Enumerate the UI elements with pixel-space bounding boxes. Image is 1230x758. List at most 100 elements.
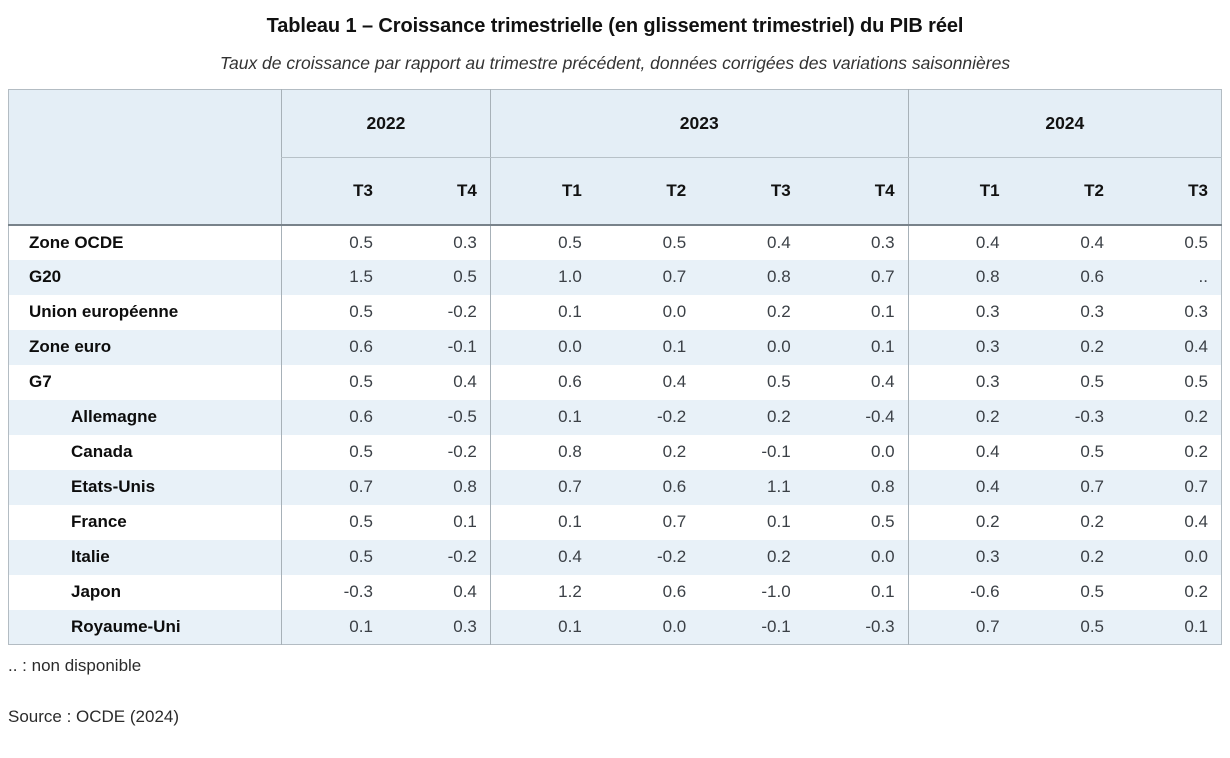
value-cell: 0.5 [280,294,386,330]
value-cell: 0.1 [662,337,687,356]
row-label: G20 [29,267,62,286]
value-cell: 0.4 [767,232,791,252]
value-cell: 0.0 [870,442,895,461]
value-cell: 0.3 [870,232,895,252]
value-cell: 0.7 [907,609,1013,645]
quarter-header-2023-T3: T3 [699,157,804,226]
value-cell: .. [1198,267,1208,286]
value-cell: 0.0 [662,302,687,321]
table-title: Tableau 1 – Croissance trimestrielle (en… [266,15,964,37]
quarter-header-2022-T3: T3 [280,157,386,226]
value-cell: -0.3 [1074,407,1104,426]
value-cell: -0.3 [280,574,386,610]
value-cell: 0.6 [662,582,687,601]
table-row: G20 1.5 0.5 1.0 0.7 0.8 0.7 0.8 0.6.. [8,259,1222,295]
value-cell: 0.5 [453,267,477,286]
footnote-non-disponible: .. : non disponible [8,656,142,675]
row-label: Italie [71,547,110,566]
table-row: Allemagne 0.6 -0.5 0.1 -0.2 0.2 -0.4 0.2 -0.3 0.2 [8,399,1222,435]
table-row: France 0.5 0.1 0.1 0.7 0.1 0.5 0.2 0.2 0.4 [8,504,1222,540]
value-cell: 0.4 [907,434,1013,470]
value-cell: 0.4 [907,469,1013,505]
value-cell: 0.0 [662,616,687,636]
table-header: 2022 2023 2024 T3 T4 T1 T2 T3 T4 T1 T2 T3 [8,89,1222,226]
value-cell: 0.8 [489,434,595,470]
value-cell: 1.1 [767,477,791,496]
value-cell: 0.7 [489,469,595,505]
value-cell: 0.5 [280,224,386,260]
value-cell: 0.7 [662,267,687,286]
value-cell: 0.4 [453,582,477,601]
row-label: Zone OCDE [29,232,124,252]
value-cell: 0.3 [1080,302,1104,321]
table-row: Zone OCDE 0.5 0.3 0.5 0.5 0.4 0.3 0.4 0.4 0.5 [8,224,1222,260]
value-cell: 0.0 [1184,547,1208,566]
row-label: Allemagne [71,407,157,426]
value-cell: 1.0 [489,259,595,295]
value-cell: 0.3 [907,364,1013,400]
corner-cell [8,89,282,226]
value-cell: -0.1 [761,616,791,636]
value-cell: 0.2 [767,407,791,426]
quarter-header-2024-T2: T2 [1012,157,1117,226]
value-cell: 0.7 [870,267,895,286]
table-row: Italie 0.5 -0.2 0.4 -0.2 0.2 0.0 0.3 0.2 0.0 [8,539,1222,575]
row-label: France [71,512,127,531]
value-cell: -0.4 [865,407,895,426]
value-cell: 0.1 [767,512,791,531]
table-row: G7 0.5 0.4 0.6 0.4 0.5 0.4 0.3 0.5 0.5 [8,364,1222,400]
value-cell: 0.5 [280,504,386,540]
table-row: Etats-Unis 0.7 0.8 0.7 0.6 1.1 0.8 0.4 0.7 0.7 [8,469,1222,505]
value-cell: 0.3 [907,329,1013,365]
value-cell: 0.2 [1184,407,1208,426]
value-cell: -0.3 [865,616,895,636]
value-cell: -0.2 [656,547,687,566]
value-cell: 0.7 [662,512,687,531]
value-cell: 0.0 [767,337,791,356]
table-row: Japon -0.3 0.4 1.2 0.6 -1.0 0.1 -0.6 0.5 0.2 [8,574,1222,610]
value-cell: 0.1 [870,582,895,601]
value-cell: 0.1 [1184,616,1208,636]
row-label: Etats-Unis [71,477,156,496]
value-cell: 0.7 [1184,477,1208,496]
value-cell: 0.2 [662,442,687,461]
value-cell: 0.6 [489,364,595,400]
year-header-2022: 2022 [281,89,491,158]
value-cell: 0.6 [280,399,386,435]
value-cell: 0.5 [1080,442,1104,461]
value-cell: 0.2 [767,302,791,321]
value-cell: 0.4 [1080,232,1104,252]
value-cell: -0.2 [447,547,477,566]
value-cell: 0.3 [1184,302,1208,321]
quarter-header-2023-T1: T1 [489,157,595,226]
year-header-2023: 2023 [489,89,909,158]
value-cell: 0.0 [489,329,595,365]
quarter-header-row: T3 T4 T1 T2 T3 T4 T1 T2 T3 [9,157,1222,226]
value-cell: 0.8 [767,267,791,286]
quarter-header-2022-T4: T4 [385,157,491,226]
value-cell: 0.2 [1080,512,1104,531]
value-cell: 0.5 [1184,372,1208,391]
value-cell: -0.5 [447,407,477,426]
value-cell: -0.1 [447,337,477,356]
value-cell: 0.1 [489,399,595,435]
gdp-growth-table: 2022 2023 2024 T3 T4 T1 T2 T3 T4 T1 T2 T3 Zone OCDE… [8,89,1222,645]
value-cell: 0.2 [1184,442,1208,461]
page: Tableau 1 – Croissance trimestrielle (en… [0,15,1230,727]
year-header-2024: 2024 [907,89,1222,158]
value-cell: 0.5 [1184,232,1208,252]
quarter-header-2023-T4: T4 [803,157,909,226]
value-cell: 0.4 [453,372,477,391]
value-cell: 0.2 [907,399,1013,435]
row-label: Japon [71,582,122,601]
table-row: Zone euro 0.6 -0.1 0.0 0.1 0.0 0.1 0.3 0.2 0.4 [8,329,1222,365]
row-label: G7 [29,372,52,391]
quarter-header-2024-T1: T1 [907,157,1013,226]
value-cell: 0.3 [453,616,477,636]
value-cell: -1.0 [761,582,791,601]
value-cell: 0.8 [907,259,1013,295]
value-cell: 0.4 [870,372,895,391]
quarter-header-2024-T3: T3 [1117,157,1222,226]
value-cell: 0.2 [1080,337,1104,356]
value-cell: 0.3 [907,294,1013,330]
